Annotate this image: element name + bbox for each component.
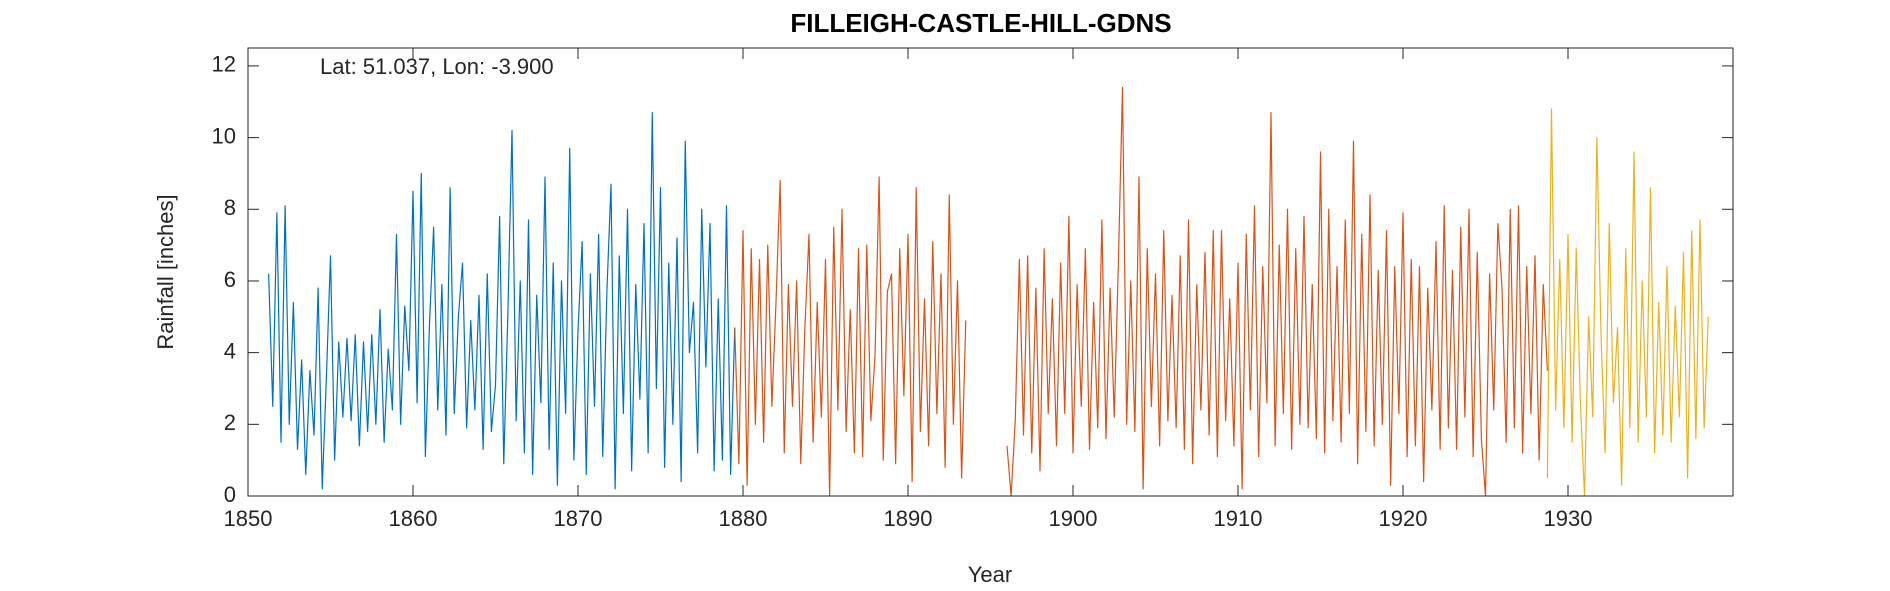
x-tick-label: 1890 (884, 506, 933, 531)
y-tick-label: 12 (212, 52, 236, 77)
y-tick-label: 0 (224, 482, 236, 507)
y-axis-label: Rainfall [inches] (153, 194, 178, 349)
y-tick-label: 4 (224, 338, 236, 363)
x-tick-label: 1880 (719, 506, 768, 531)
x-axis-label: Year (968, 562, 1012, 587)
data-line (734, 86, 1548, 497)
x-tick-label: 1850 (224, 506, 273, 531)
x-tick-label: 1900 (1049, 506, 1098, 531)
x-tick-label: 1930 (1544, 506, 1593, 531)
chart-title: FILLEIGH-CASTLE-HILL-GDNS (790, 8, 1171, 38)
y-tick-label: 8 (224, 195, 236, 220)
annotation: Lat: 51.037, Lon: -3.900 (320, 54, 554, 79)
axes-box (247, 47, 1734, 497)
data-line (268, 111, 736, 490)
data-line (1546, 108, 1709, 497)
y-tick-label: 6 (224, 267, 236, 292)
x-tick-label: 1860 (389, 506, 438, 531)
x-tick-label: 1920 (1379, 506, 1428, 531)
x-tick-label: 1910 (1214, 506, 1263, 531)
y-tick-label: 10 (212, 123, 236, 148)
x-tick-label: 1870 (554, 506, 603, 531)
y-tick-label: 2 (224, 410, 236, 435)
